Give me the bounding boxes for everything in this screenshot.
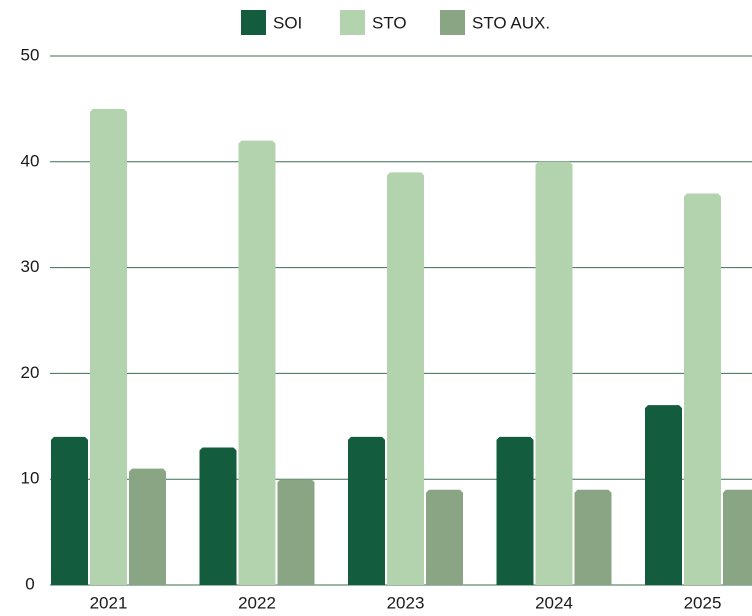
y-tick-label: 30	[21, 257, 40, 276]
bar	[426, 489, 463, 585]
bar	[199, 447, 237, 585]
bar	[645, 405, 682, 585]
legend-label: STO	[372, 13, 407, 32]
bar	[51, 436, 88, 585]
bar	[535, 161, 573, 586]
y-tick-label: 40	[21, 151, 40, 170]
bar	[277, 479, 315, 585]
bar	[723, 489, 752, 585]
legend-label: SOI	[273, 13, 302, 32]
x-tick-label: 2025	[684, 593, 722, 612]
bar	[496, 436, 534, 585]
y-tick-label: 20	[21, 363, 40, 382]
bar	[387, 172, 424, 585]
bar	[238, 140, 276, 585]
bar	[129, 468, 166, 585]
legend-swatch	[340, 10, 365, 35]
bar	[90, 108, 127, 586]
legend-label: STO AUX.	[472, 13, 550, 32]
y-tick-label: 0	[25, 574, 34, 593]
legend-swatch	[440, 10, 465, 35]
x-tick-label: 2021	[90, 593, 128, 612]
bar	[574, 489, 612, 585]
bar	[348, 436, 385, 585]
x-tick-label: 2022	[238, 593, 276, 612]
bar	[684, 193, 721, 586]
legend-swatch	[241, 10, 266, 35]
y-tick-label: 10	[21, 469, 40, 488]
y-tick-label: 50	[21, 45, 40, 64]
x-tick-label: 2023	[387, 593, 425, 612]
x-tick-label: 2024	[535, 593, 573, 612]
